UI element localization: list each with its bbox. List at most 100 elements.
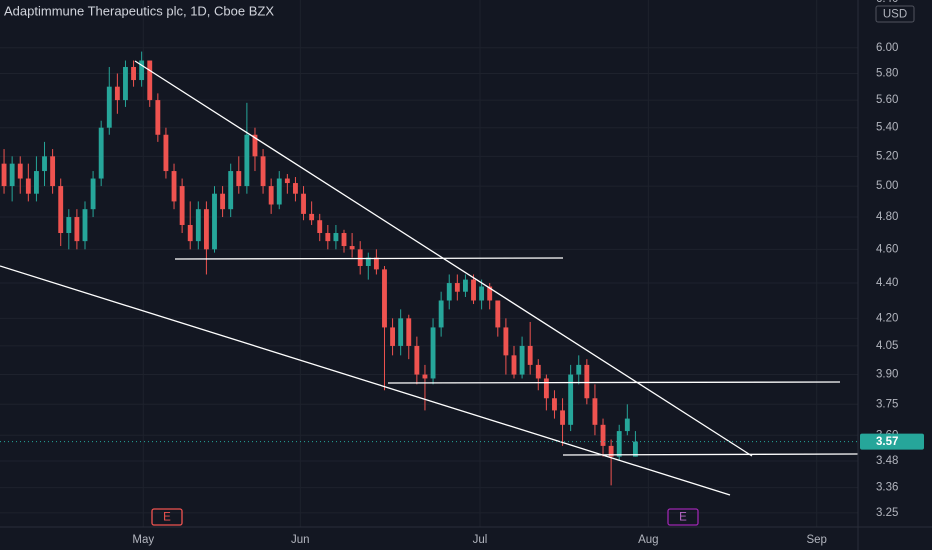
y-tick-label: 4.80 xyxy=(876,211,898,223)
candle-body xyxy=(171,171,177,202)
candle-body xyxy=(244,134,250,187)
candle-body xyxy=(341,233,347,247)
candle-body xyxy=(382,269,387,328)
candle-body xyxy=(373,257,379,270)
trendline xyxy=(387,381,841,384)
x-tick-label: May xyxy=(132,534,154,546)
last-price-box xyxy=(860,433,924,450)
y-tick-label: 6.40 xyxy=(876,0,898,5)
earnings-badge[interactable] xyxy=(151,508,183,526)
candle-body xyxy=(139,60,145,81)
candle-body xyxy=(519,345,525,375)
chart-title: Adaptimmune Therapeutics plc, 1D, Cboe B… xyxy=(4,3,274,18)
candle-body xyxy=(131,66,136,81)
candle-body xyxy=(98,127,104,179)
candle-body xyxy=(203,209,209,250)
candle-body xyxy=(325,233,331,242)
candle-body xyxy=(187,224,193,242)
candle-body xyxy=(422,374,428,379)
candle-body xyxy=(228,171,234,210)
candle-body xyxy=(568,374,574,425)
grid xyxy=(0,0,858,527)
candle-body xyxy=(74,217,80,242)
y-tick-label: 4.60 xyxy=(876,243,898,255)
candle-body xyxy=(25,178,31,194)
last-price-label: 3.57 xyxy=(876,436,898,448)
candle-body xyxy=(301,193,306,214)
trendline xyxy=(0,265,731,496)
candle-body xyxy=(495,300,501,328)
y-tick-label: 3.25 xyxy=(876,507,898,519)
x-tick-label: Aug xyxy=(638,534,658,546)
candle-body xyxy=(333,233,339,242)
candle-body xyxy=(349,246,355,250)
currency-box xyxy=(875,5,915,23)
candle-body xyxy=(50,156,56,187)
candle-body xyxy=(317,220,323,234)
candle-body xyxy=(284,178,290,184)
y-tick-label: 5.40 xyxy=(876,122,898,134)
candle-body xyxy=(471,279,476,301)
earnings-label[interactable]: E xyxy=(163,512,171,524)
candle-body xyxy=(179,186,185,225)
candle-body xyxy=(487,286,493,301)
earnings-badge[interactable] xyxy=(667,508,699,526)
candle-body xyxy=(535,364,541,379)
y-tick-label: 3.36 xyxy=(876,482,898,494)
candle-body xyxy=(584,364,590,399)
candle-body xyxy=(406,318,412,346)
candle-body xyxy=(123,66,128,101)
x-tick-label: Jun xyxy=(291,534,310,546)
y-tick-label: 6.00 xyxy=(876,42,898,54)
candle-body xyxy=(236,171,242,187)
y-tick-label: 4.20 xyxy=(876,312,898,324)
candle-body xyxy=(58,186,64,234)
y-tick-label: 5.00 xyxy=(876,180,898,192)
trendlines xyxy=(0,60,859,496)
candle-body xyxy=(438,300,444,328)
candle-body xyxy=(632,441,638,457)
y-tick-label: 5.80 xyxy=(876,68,898,80)
candle-body xyxy=(600,424,606,446)
candle-body xyxy=(552,398,557,411)
candle-body xyxy=(503,327,509,356)
candle-body xyxy=(42,156,47,172)
y-tick-label: 5.60 xyxy=(876,94,898,106)
candle-body xyxy=(592,398,598,425)
candle-body xyxy=(195,209,201,242)
x-tick-label: Sep xyxy=(806,534,826,546)
trendline xyxy=(562,453,859,456)
candle-body xyxy=(560,410,565,425)
candle-body xyxy=(398,318,404,346)
candle-body xyxy=(462,279,468,292)
candle-body xyxy=(446,283,452,301)
candle-body xyxy=(414,345,420,375)
candle-body xyxy=(293,183,298,194)
candle-body xyxy=(147,60,153,101)
y-tick-label: 3.90 xyxy=(876,369,898,381)
candle-body xyxy=(276,178,282,205)
candle-body xyxy=(114,86,120,101)
candle-body xyxy=(576,364,582,375)
candle-body xyxy=(9,163,15,187)
currency: USD xyxy=(883,9,907,21)
candle-body xyxy=(357,249,363,267)
candle-body xyxy=(66,217,72,234)
candle-body xyxy=(212,193,217,250)
candle-body xyxy=(1,163,7,187)
x-tick-label: Jul xyxy=(473,534,488,546)
candle-body xyxy=(82,209,88,242)
earnings-label[interactable]: E xyxy=(679,512,687,524)
candle-body xyxy=(260,156,266,187)
candle-body xyxy=(390,327,396,346)
trendline xyxy=(174,257,564,260)
candle-body xyxy=(511,355,517,375)
candle-body xyxy=(616,431,622,457)
candle-body xyxy=(624,418,630,432)
candle-body xyxy=(454,283,460,292)
candle-body xyxy=(252,134,258,157)
candle-body xyxy=(90,178,96,210)
candle-body xyxy=(365,257,371,267)
